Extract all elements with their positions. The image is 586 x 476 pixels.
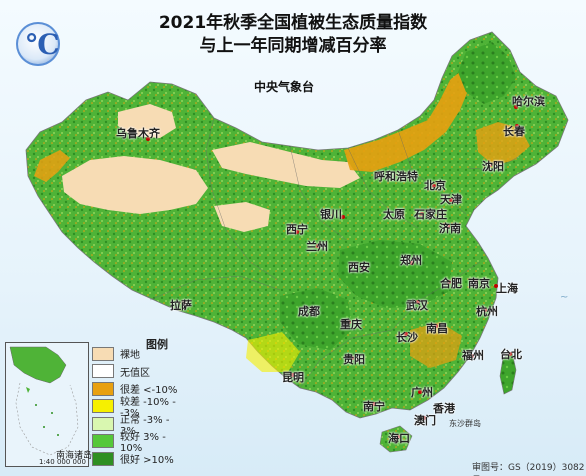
city-kunming: 昆明 [282,371,304,384]
city-chengdu: 成都 [298,305,320,318]
northeast-dark-green [458,42,516,104]
city-zhengzhou: 郑州 [400,254,422,267]
legend-swatch [92,381,114,396]
city-urumqi: 乌鲁木齐 [116,127,160,140]
city-haikou: 海口 [388,432,410,445]
legend-item-bare: 裸地 [92,345,184,363]
city-jinan: 济南 [439,222,461,235]
city-markers [146,105,519,439]
legend-label: 较好 3% - 10% [120,432,166,455]
legend-item-poor: 较差 -10% - -3% [92,397,184,419]
province-borders [149,117,521,389]
south-china-sea-inset [5,342,89,467]
legend-swatch [92,416,114,431]
city-hongkong: 香港 [433,402,455,415]
city-hefei: 合肥 [440,277,462,290]
legend-label: 正常 -3% - 3% [120,414,170,437]
city-taiyuan: 太原 [383,208,405,221]
logo-glyph-icon: ℃ [26,28,60,61]
hainan-island [379,425,413,453]
city-shijiazhuang: 石家庄 [414,208,447,221]
junggar-bare-land [118,104,176,138]
inset-svg [9,346,79,456]
city-hohhot: 呼和浩特 [374,170,418,183]
dongsha-label: 东沙群岛 [449,419,481,428]
central-dark-green [338,240,452,308]
city-tianjin: 天津 [440,193,462,206]
city-nanjing: 南京 [468,277,490,290]
legend-swatch [92,346,114,361]
legend-item-good: 较好 3% - 10% [92,432,184,454]
city-taipei: 台北 [500,348,522,361]
city-nanchang: 南昌 [426,322,448,335]
gobi-bare-land [212,142,360,188]
city-beijing: 北京 [424,179,446,192]
legend-title: 图例 [146,338,168,351]
south-orange-patch [410,322,462,368]
legend-item-very-good: 很好 >10% [92,450,184,468]
sea-tick: ~ [560,292,568,303]
legend-swatch [92,434,114,449]
city-nanning: 南宁 [363,400,385,413]
tarim-bare-land [62,156,208,214]
legend-label: 很差 <-10% [120,385,178,397]
city-wuhan: 武汉 [406,299,428,312]
city-changchun: 长春 [503,125,525,138]
cma-logo: ℃ [16,22,60,66]
taiwan-island [499,351,517,395]
yunnan-yellow [246,332,300,372]
agency-name: 中央气象台 [254,80,315,94]
inset-label: 南海诸岛 [56,451,93,461]
legend-label: 很好 >10% [120,455,174,467]
city-xining: 西宁 [286,223,308,236]
xinjiang-orange-ring [34,150,70,182]
map-approval-number: 审图号：GS（2019）3082号 [472,463,585,473]
city-harbin: 哈尔滨 [512,95,545,108]
northeast-orange [476,122,530,166]
legend: 裸地 无值区 很差 <-10% 较差 -10% - -3% 正常 -3% - 3… [92,345,184,468]
city-macau: 澳门 [414,414,436,427]
city-yinchuan: 银川 [320,208,342,221]
city-chongqing: 重庆 [340,318,362,331]
legend-label: 较差 -10% - -3% [120,397,176,420]
southwest-dark-green [280,288,352,350]
city-shanghai: 上海 [496,282,518,295]
city-guangzhou: 广州 [411,386,433,399]
city-shenyang: 沈阳 [482,160,504,173]
legend-swatch [92,399,114,414]
city-xian: 西安 [348,261,370,274]
city-changsha: 长沙 [396,331,418,344]
legend-item-nodata: 无值区 [92,363,184,381]
map-title-line1: 2021年秋季全国植被生态质量指数 [158,13,428,33]
inset-scale: 1:40 000 000 [39,458,86,466]
legend-label: 裸地 [120,350,140,362]
legend-swatch [92,364,114,379]
city-hangzhou: 杭州 [476,305,498,318]
city-fuzhou: 福州 [462,349,484,362]
city-lanzhou: 兰州 [306,240,328,253]
qaidam-bare-land [214,202,270,232]
map-title-line2: 与上一年同期增减百分率 [199,36,387,56]
legend-swatch [92,451,114,466]
legend-label: 无值区 [120,367,150,379]
legend-item-very-poor: 很差 <-10% [92,380,184,398]
city-guiyang: 贵阳 [343,353,365,366]
city-lhasa: 拉萨 [170,299,192,312]
north-orange-band [344,70,470,172]
legend-item-normal: 正常 -3% - 3% [92,415,184,437]
